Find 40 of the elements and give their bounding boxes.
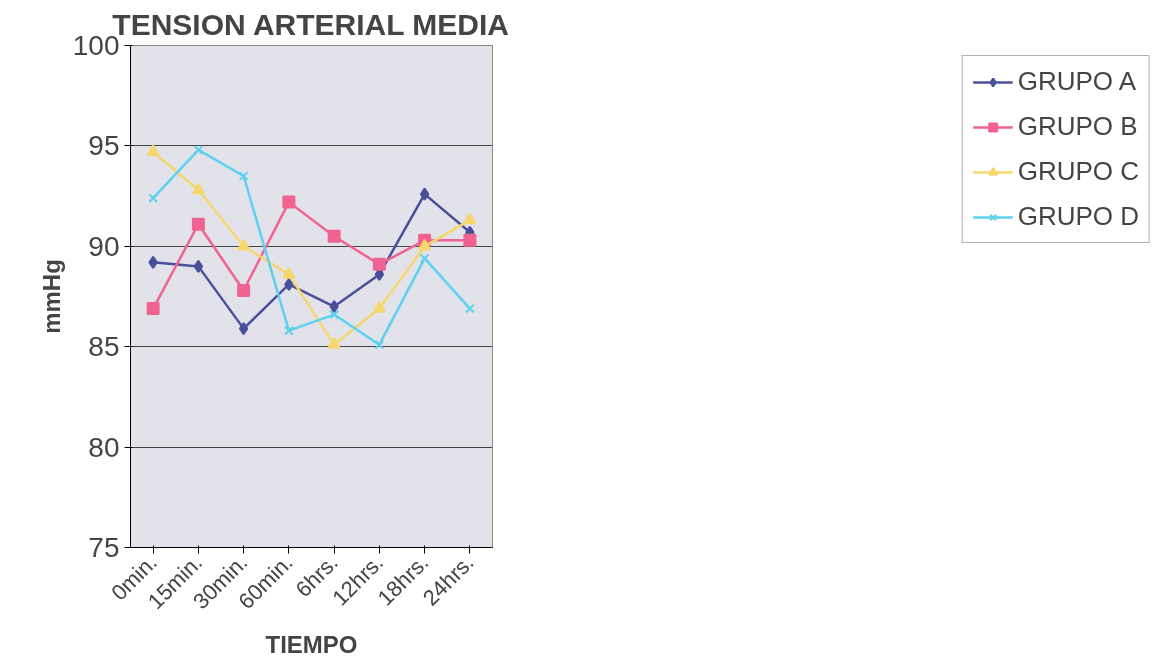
point [464, 303, 475, 314]
point [463, 212, 477, 225]
point [238, 322, 249, 336]
x-axis-title: TIEMPO [265, 630, 358, 658]
point [329, 300, 339, 314]
point [148, 255, 158, 269]
point [419, 187, 430, 201]
legend-label: GRUPO D [1017, 201, 1139, 232]
point [148, 193, 159, 203]
point [329, 309, 340, 320]
point [193, 259, 204, 273]
y-tick-label: 90 [88, 230, 120, 262]
point [282, 267, 296, 279]
y-tick-label: 80 [88, 431, 120, 463]
point [284, 277, 294, 291]
point [237, 238, 251, 251]
point [463, 233, 477, 247]
point [146, 302, 160, 316]
point [374, 339, 385, 350]
legend-label: GRUPO C [1017, 156, 1139, 187]
y-tick-label: 95 [88, 130, 120, 162]
point [283, 325, 294, 336]
legend-label: GRUPO B [1017, 111, 1138, 142]
y-axis-title: mmHg [37, 259, 65, 334]
point [191, 217, 205, 231]
point [282, 195, 296, 209]
point [327, 337, 341, 349]
point [193, 145, 204, 155]
y-tick-label: 75 [88, 532, 120, 563]
point [146, 144, 160, 157]
y-tick-label: 85 [88, 331, 120, 363]
point [238, 171, 249, 181]
legend-label: GRUPO A [1017, 66, 1137, 97]
point [372, 301, 386, 313]
point [419, 253, 430, 264]
point [418, 238, 432, 251]
point [372, 257, 386, 271]
point [191, 182, 205, 195]
point [237, 283, 251, 297]
point [327, 229, 341, 243]
